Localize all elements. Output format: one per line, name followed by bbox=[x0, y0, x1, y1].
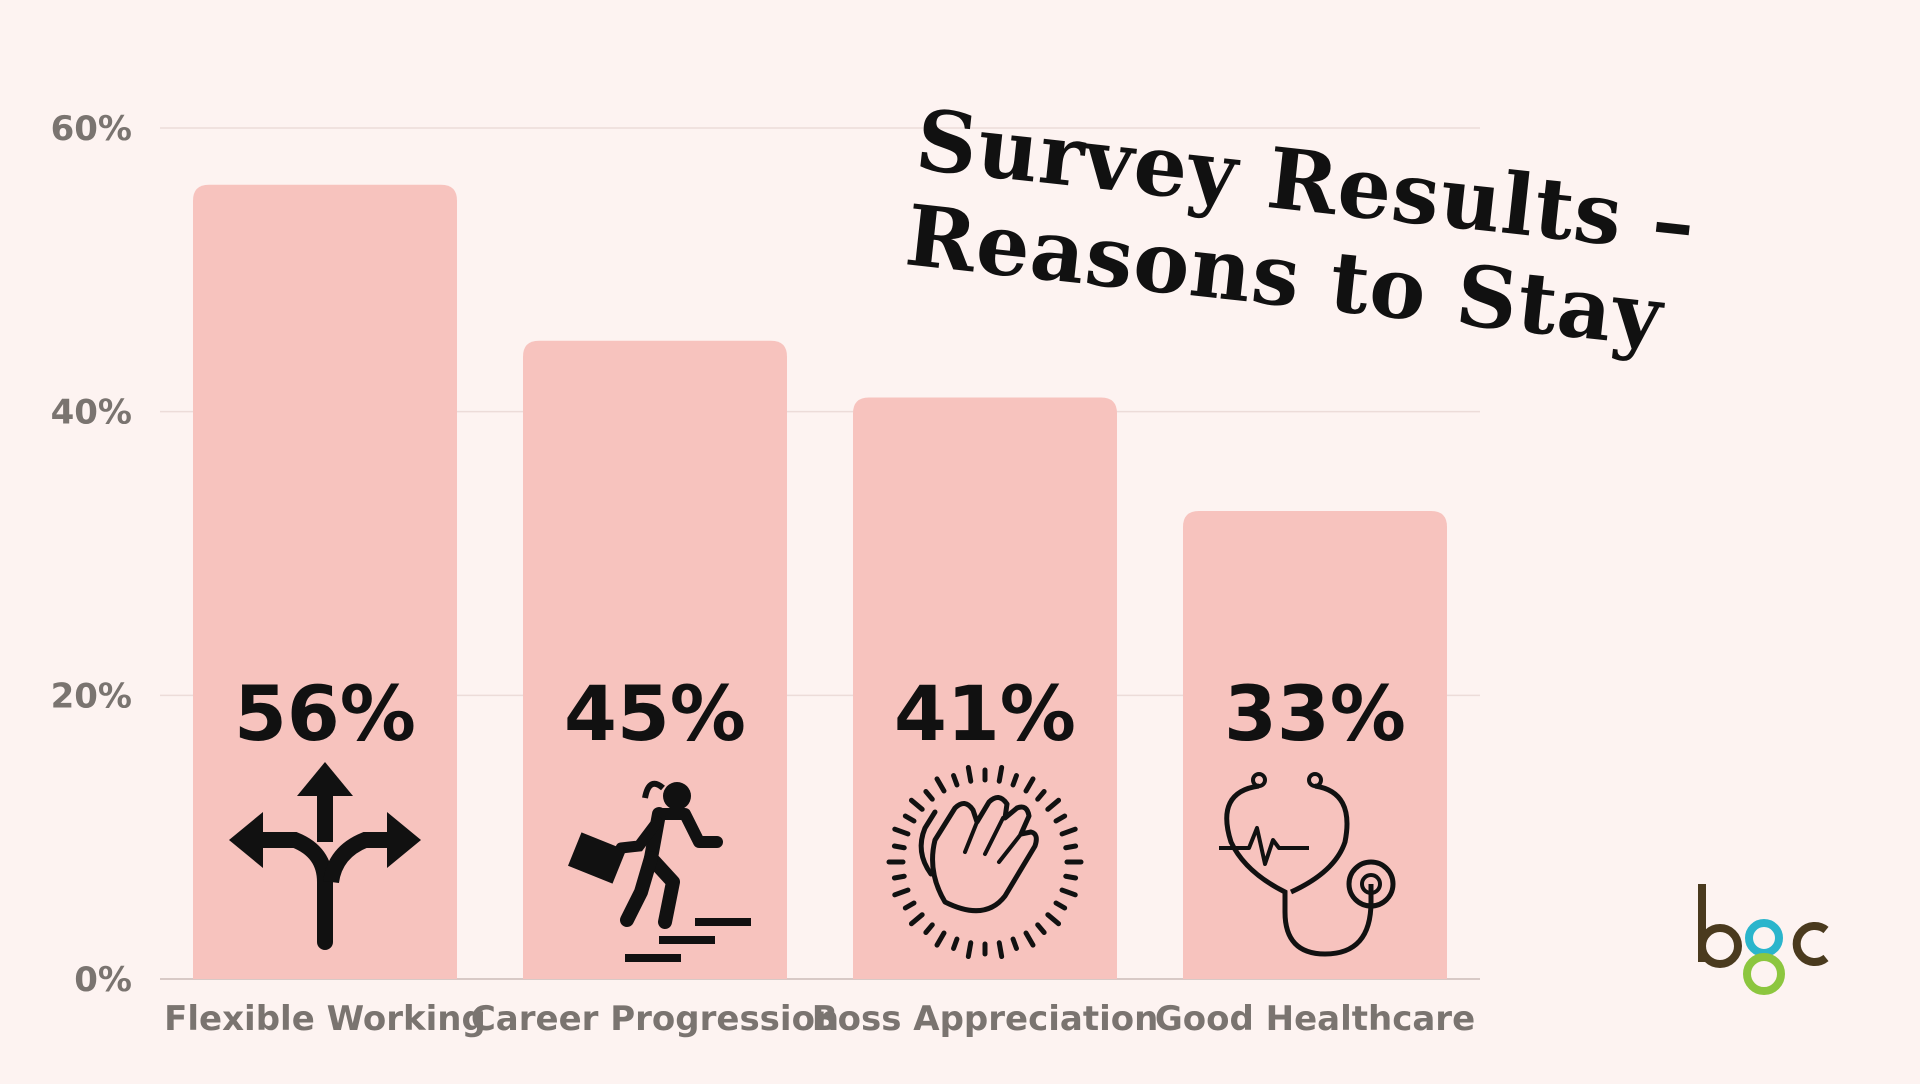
bar bbox=[193, 184, 457, 979]
clapping-hands-icon bbox=[886, 764, 1084, 960]
x-tick-label: Boss Appreciation bbox=[812, 999, 1159, 1039]
data-label: 56% bbox=[234, 669, 416, 758]
split-arrows-icon bbox=[229, 762, 421, 950]
stethoscope-icon bbox=[1219, 772, 1396, 957]
data-label: 45% bbox=[564, 669, 746, 758]
data-label: 33% bbox=[1224, 669, 1406, 758]
y-tick-label: 20% bbox=[51, 676, 132, 716]
bar bbox=[853, 397, 1117, 979]
y-tick-label: 60% bbox=[51, 109, 132, 149]
y-tick-label: 40% bbox=[51, 393, 132, 433]
data-label: 41% bbox=[894, 669, 1076, 758]
x-tick-label: Good Healthcare bbox=[1155, 999, 1475, 1039]
climbing-stairs-person-icon bbox=[568, 780, 751, 962]
y-tick-label: 0% bbox=[74, 960, 132, 1000]
logo-mark bbox=[1698, 884, 1829, 995]
bar bbox=[523, 340, 787, 979]
bgc-logo bbox=[1688, 878, 1848, 1012]
x-tick-label: Career Progression bbox=[471, 999, 839, 1039]
x-tick-label: Flexible Working bbox=[164, 999, 486, 1039]
